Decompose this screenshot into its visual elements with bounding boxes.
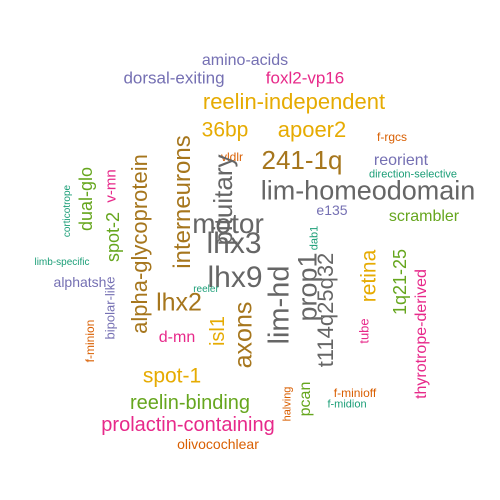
word-36bp: 36bp — [201, 118, 249, 142]
word-reorient: reorient — [373, 152, 429, 169]
word-lhx3: lhx3 — [206, 227, 262, 260]
word-lim-hd: lim-hd — [263, 265, 296, 345]
word-vldlr: vldlr — [220, 150, 244, 164]
word-scrambler: scrambler — [388, 208, 460, 225]
word-bipolar-like: bipolar-like — [102, 276, 118, 340]
word-1q21-25: 1q21-25 — [390, 248, 410, 316]
word-reelin-independent: reelin-independent — [202, 89, 386, 114]
word-pituitary: pituitary — [208, 154, 238, 246]
word-motor: motor — [192, 208, 264, 239]
word-reeler: reeler — [193, 284, 219, 295]
word-tube: tube — [356, 318, 372, 344]
word-d-mn: d-mn — [158, 329, 196, 346]
word-e135: e135 — [316, 202, 348, 218]
word-f-minioff: f-minioff — [333, 386, 377, 400]
word-lhx9: lhx9 — [207, 261, 263, 294]
word-reelin-binding: reelin-binding — [129, 392, 251, 414]
word-corticotrope: corticotrope — [62, 184, 73, 238]
word-dorsal-exiting: dorsal-exiting — [123, 68, 225, 88]
word-spot-2: spot-2 — [103, 211, 123, 263]
word-olivocochlear: olivocochlear — [177, 436, 259, 452]
word-limb-specific: limb-specific — [34, 257, 90, 268]
word-lhx2: lhx2 — [156, 288, 202, 317]
word-apoer2: apoer2 — [277, 117, 347, 142]
word-isl1: isl1 — [207, 315, 229, 347]
word-t114q25q32: t114q25q32 — [313, 252, 338, 368]
word-thyrotrope-derived: thyrotrope-derived — [413, 269, 430, 399]
word-dab1: dab1 — [308, 225, 321, 251]
word-pcan: pcan — [297, 381, 314, 417]
word-interneurons: interneurons — [169, 135, 196, 269]
word-retina: retina — [357, 249, 381, 303]
word-241-1q: 241-1q — [261, 145, 343, 175]
word-alphatsh: alphatsh — [53, 274, 107, 290]
word-prolactin-containing: prolactin-containing — [101, 414, 275, 436]
word-v-mn: v-mn — [102, 169, 120, 203]
word-f-midion: f-midion — [327, 398, 367, 411]
word-dual-glo: dual-glo — [76, 166, 96, 232]
word-alpha-glycoprotein: alpha-glycoprotein — [127, 154, 152, 334]
word-f-minion: f-minion — [83, 319, 97, 363]
word-foxl2-vp16: foxl2-vp16 — [265, 68, 345, 88]
word-axons: axons — [229, 301, 258, 369]
word-direction-selective: direction-selective — [368, 168, 458, 181]
word-amino-acids: amino-acids — [201, 52, 289, 69]
word-lim-homeodomain: lim-homeodomain — [260, 175, 476, 206]
word-halving: halving — [281, 386, 294, 422]
word-f-rgcs: f-rgcs — [377, 130, 407, 144]
word-spot-1: spot-1 — [142, 364, 202, 388]
